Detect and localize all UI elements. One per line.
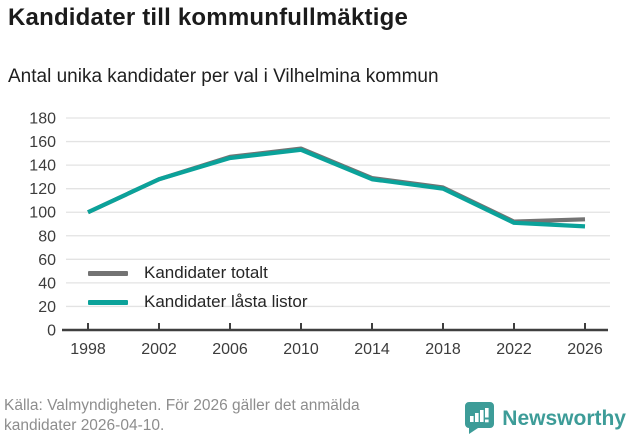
chart-footer: Källa: Valmyndigheten. För 2026 gäller d…: [0, 396, 631, 436]
svg-text:20: 20: [38, 299, 56, 316]
page-title: Kandidater till kommunfullmäktige: [8, 4, 408, 31]
svg-text:2002: 2002: [141, 341, 177, 358]
svg-text:60: 60: [38, 252, 56, 269]
newsworthy-wordmark: Newsworthy: [502, 406, 626, 430]
svg-text:2018: 2018: [425, 341, 461, 358]
svg-text:80: 80: [38, 228, 56, 245]
svg-text:140: 140: [29, 158, 56, 175]
svg-text:160: 160: [29, 134, 56, 151]
svg-text:0: 0: [47, 323, 56, 340]
legend-item-locked-lists: Kandidater låsta listor: [88, 292, 307, 312]
svg-text:120: 120: [29, 181, 56, 198]
legend-swatch-locked-lists: [88, 299, 128, 305]
svg-text:100: 100: [29, 205, 56, 222]
newsworthy-logo[interactable]: Newsworthy: [464, 401, 626, 436]
legend-label-total: Kandidater totalt: [144, 263, 268, 282]
svg-text:40: 40: [38, 275, 56, 292]
line-chart: 0 20 40 60 80 100 120 140 160 180 1998 2002 2006 2010…: [29, 111, 610, 358]
svg-text:2006: 2006: [212, 341, 248, 358]
svg-text:2010: 2010: [283, 341, 319, 358]
svg-text:2022: 2022: [496, 341, 532, 358]
legend-swatch-total: [88, 270, 128, 276]
svg-text:2026: 2026: [567, 341, 603, 358]
svg-text:180: 180: [29, 111, 56, 128]
chart-legend: Kandidater totalt Kandidater låsta listo…: [88, 263, 307, 312]
svg-text:2014: 2014: [354, 341, 390, 358]
source-note: Källa: Valmyndigheten. För 2026 gäller d…: [4, 397, 360, 434]
svg-text:1998: 1998: [70, 341, 106, 358]
chart-subtitle: Antal unika kandidater per val i Vilhelm…: [8, 66, 439, 87]
legend-item-total: Kandidater totalt: [88, 263, 307, 283]
legend-label-locked-lists: Kandidater låsta listor: [144, 292, 308, 311]
newsworthy-bubble-icon: [465, 402, 495, 434]
